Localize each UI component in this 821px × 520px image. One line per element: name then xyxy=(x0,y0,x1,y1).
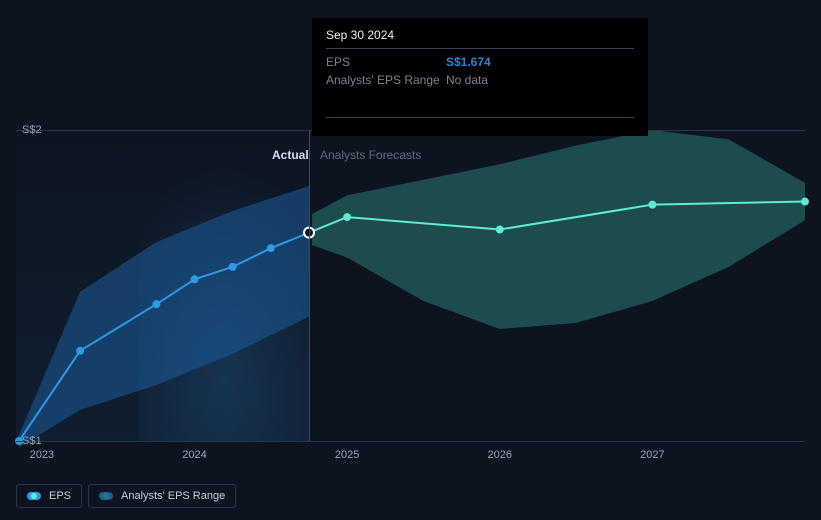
x-tick-label: 2026 xyxy=(488,449,512,461)
eps-chart: S$1 S$2 2023 2024 2025 2026 2027 Actual Analy… xyxy=(16,0,805,520)
x-tick-label: 2025 xyxy=(335,449,359,461)
x-tick-label: 2023 xyxy=(30,449,54,461)
plot-area[interactable] xyxy=(16,130,805,441)
y-tick-label: S$2 xyxy=(22,124,42,136)
legend-item-eps[interactable]: EPS xyxy=(16,484,82,508)
tooltip-row-range: Analysts' EPS Range No data xyxy=(326,71,634,89)
tooltip-key: Analysts' EPS Range xyxy=(326,73,446,87)
tooltip-value: S$1.674 xyxy=(446,55,491,69)
tooltip-key: EPS xyxy=(326,55,446,69)
legend-item-range[interactable]: Analysts' EPS Range xyxy=(88,484,236,508)
x-tick-label: 2024 xyxy=(182,449,206,461)
tooltip: Sep 30 2024 EPS S$1.674 Analysts' EPS Ra… xyxy=(312,18,648,136)
tooltip-divider xyxy=(326,48,634,49)
legend-swatch-icon xyxy=(99,492,113,500)
x-tick-label: 2027 xyxy=(640,449,664,461)
tooltip-divider xyxy=(326,117,634,118)
section-label-actual: Actual xyxy=(272,148,309,162)
actual-forecast-divider xyxy=(309,130,310,441)
legend: EPS Analysts' EPS Range xyxy=(16,484,236,508)
tooltip-row-eps: EPS S$1.674 xyxy=(326,53,634,71)
legend-swatch-icon xyxy=(27,492,41,500)
gridline xyxy=(16,441,805,442)
y-tick-label: S$1 xyxy=(22,435,42,447)
tooltip-value: No data xyxy=(446,73,488,87)
section-label-forecast: Analysts Forecasts xyxy=(320,148,421,162)
tooltip-date: Sep 30 2024 xyxy=(326,28,634,48)
legend-label: Analysts' EPS Range xyxy=(121,490,225,502)
x-axis: 2023 2024 2025 2026 2027 xyxy=(16,449,805,465)
legend-label: EPS xyxy=(49,490,71,502)
